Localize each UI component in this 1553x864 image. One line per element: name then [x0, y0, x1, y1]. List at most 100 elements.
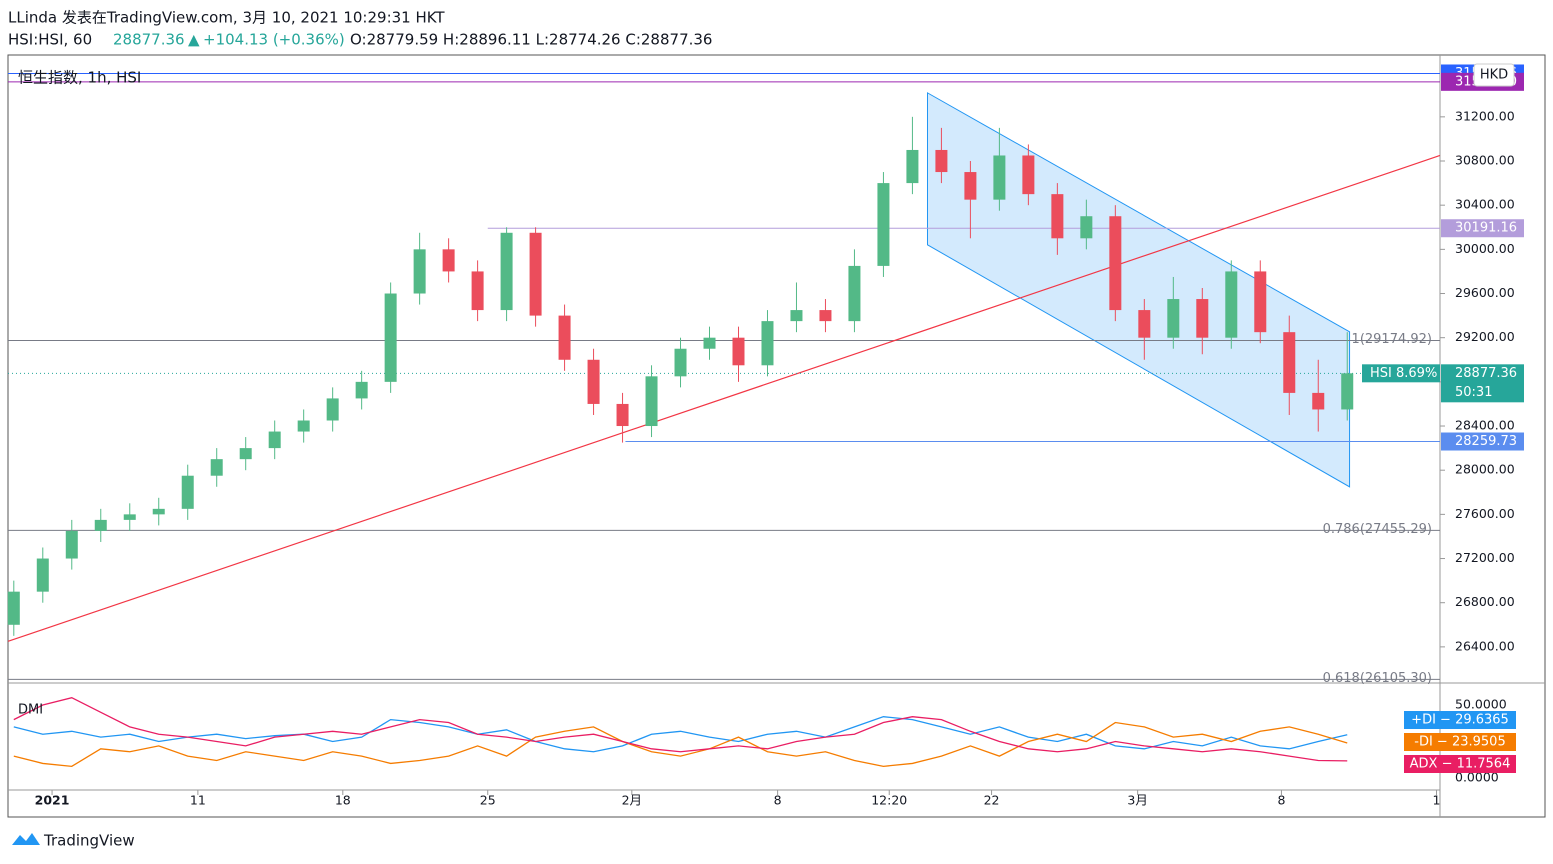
y-tick-label: 26400.00 — [1455, 638, 1515, 653]
candle-body — [1109, 216, 1122, 311]
x-tick-label: 3月 — [1127, 793, 1147, 808]
candle-body — [732, 337, 745, 366]
x-tick-label: 2月 — [622, 793, 642, 808]
dmi-line — [13, 721, 1348, 768]
currency: HKD — [1480, 68, 1508, 83]
fib-label: 0.786(27455.29) — [1323, 522, 1432, 537]
dmi-line — [13, 697, 1348, 762]
candle-body — [1022, 155, 1035, 195]
x-tick-label: 18 — [335, 793, 351, 808]
candle-body — [964, 172, 977, 200]
dmi-line — [13, 716, 1348, 753]
candle-body — [181, 475, 194, 509]
candle-body — [1051, 194, 1064, 239]
candle-body — [413, 249, 426, 294]
y-tick-label: 28000.00 — [1455, 462, 1515, 477]
candle-body — [1196, 299, 1209, 338]
dmi-badge — [1404, 733, 1516, 751]
candle-body — [703, 337, 716, 349]
candle-body — [94, 519, 107, 531]
y-tick-label: 30400.00 — [1455, 197, 1515, 212]
candle-body — [1312, 392, 1325, 410]
y-tick-label: 27200.00 — [1455, 550, 1515, 565]
symbol: HSI:HSI, 60 — [8, 31, 92, 49]
frame — [7, 54, 1546, 818]
candle-body — [993, 155, 1006, 200]
fib-label: 1(29174.92) — [1352, 332, 1432, 347]
x-tick-label: 1 — [1433, 793, 1441, 808]
candle-body — [7, 591, 20, 625]
candle-body — [1167, 299, 1180, 338]
last-price-badge — [1441, 364, 1524, 403]
candle-body — [1225, 271, 1238, 338]
candle-body — [558, 315, 571, 360]
brand: TradingView — [43, 832, 135, 850]
candle-body — [1080, 216, 1093, 239]
candle-body — [500, 232, 513, 311]
y-tick-label: 31200.00 — [1455, 108, 1515, 123]
candle-body — [36, 558, 49, 592]
candle-body — [152, 508, 165, 515]
level-label: 30191.16 — [1455, 221, 1517, 236]
level-label: 28259.73 — [1455, 434, 1517, 449]
logo — [12, 833, 40, 845]
countdown: 50:31 — [1455, 385, 1492, 400]
x-tick-label: 8 — [774, 793, 782, 808]
candle-body — [1254, 271, 1267, 333]
last: 28877.36 — [113, 31, 185, 49]
candle-body — [65, 530, 78, 559]
dmi-legend: ADX − 11.7564 — [1410, 757, 1511, 772]
level-badge — [1441, 432, 1524, 451]
x-tick-label: 22 — [984, 793, 1000, 808]
candle-body — [761, 321, 774, 366]
dmi-tick-label: 0.0000 — [1455, 770, 1499, 785]
candle-body — [616, 403, 629, 427]
candle-body — [123, 514, 136, 520]
candle-body — [674, 348, 687, 377]
y-tick-label: 30000.00 — [1455, 241, 1515, 256]
x-tick-label: 2021 — [35, 793, 70, 808]
candle-body — [210, 459, 223, 476]
change-arrow: ▲ — [188, 31, 200, 49]
candle-body — [935, 149, 948, 173]
last-name: HSI 8.69% — [1370, 366, 1437, 381]
candle-body — [877, 183, 890, 266]
dmi-legend: +DI − 29.6365 — [1411, 713, 1509, 728]
header-line: LLinda 发表在TradingView.com, 3月 10, 2021 1… — [8, 9, 445, 27]
change: +104.13 (+0.36%) — [203, 31, 345, 49]
candle-body — [529, 232, 542, 316]
y-tick-label: 30800.00 — [1455, 153, 1515, 168]
candle-body — [471, 271, 484, 311]
dmi-title: DMI — [18, 703, 43, 718]
currency-badge — [1473, 63, 1515, 87]
x-tick-label: 25 — [480, 793, 496, 808]
candle-body — [1138, 310, 1151, 338]
candle-body — [906, 149, 919, 184]
candle-body — [268, 431, 281, 449]
candle-body — [239, 448, 252, 460]
x-tick-label: 11 — [190, 793, 206, 808]
y-tick-label: 27600.00 — [1455, 506, 1515, 521]
candle-body — [645, 376, 658, 427]
dmi-badge — [1404, 755, 1516, 773]
y-tick-label: 26800.00 — [1455, 594, 1515, 609]
candle-body — [790, 310, 803, 322]
y-tick-label: 28400.00 — [1455, 418, 1515, 433]
last-name-badge — [1362, 364, 1440, 383]
candle-body — [1283, 332, 1296, 393]
candle-body — [848, 265, 861, 322]
candle-body — [384, 293, 397, 382]
dmi-badge — [1404, 711, 1516, 729]
x-tick-label: 8 — [1277, 793, 1285, 808]
candle-body — [442, 249, 455, 272]
candle-body — [1341, 373, 1354, 410]
dmi-legend: -DI − 23.9505 — [1414, 735, 1505, 750]
chart-title: 恒生指数, 1h, HSI — [18, 69, 141, 87]
trend-line — [7, 154, 1441, 642]
candle-body — [819, 310, 832, 322]
candle-body — [587, 359, 600, 404]
ohlc: O:28779.59 H:28896.11 L:28774.26 C:28877… — [350, 31, 712, 49]
candle-body — [355, 381, 368, 399]
